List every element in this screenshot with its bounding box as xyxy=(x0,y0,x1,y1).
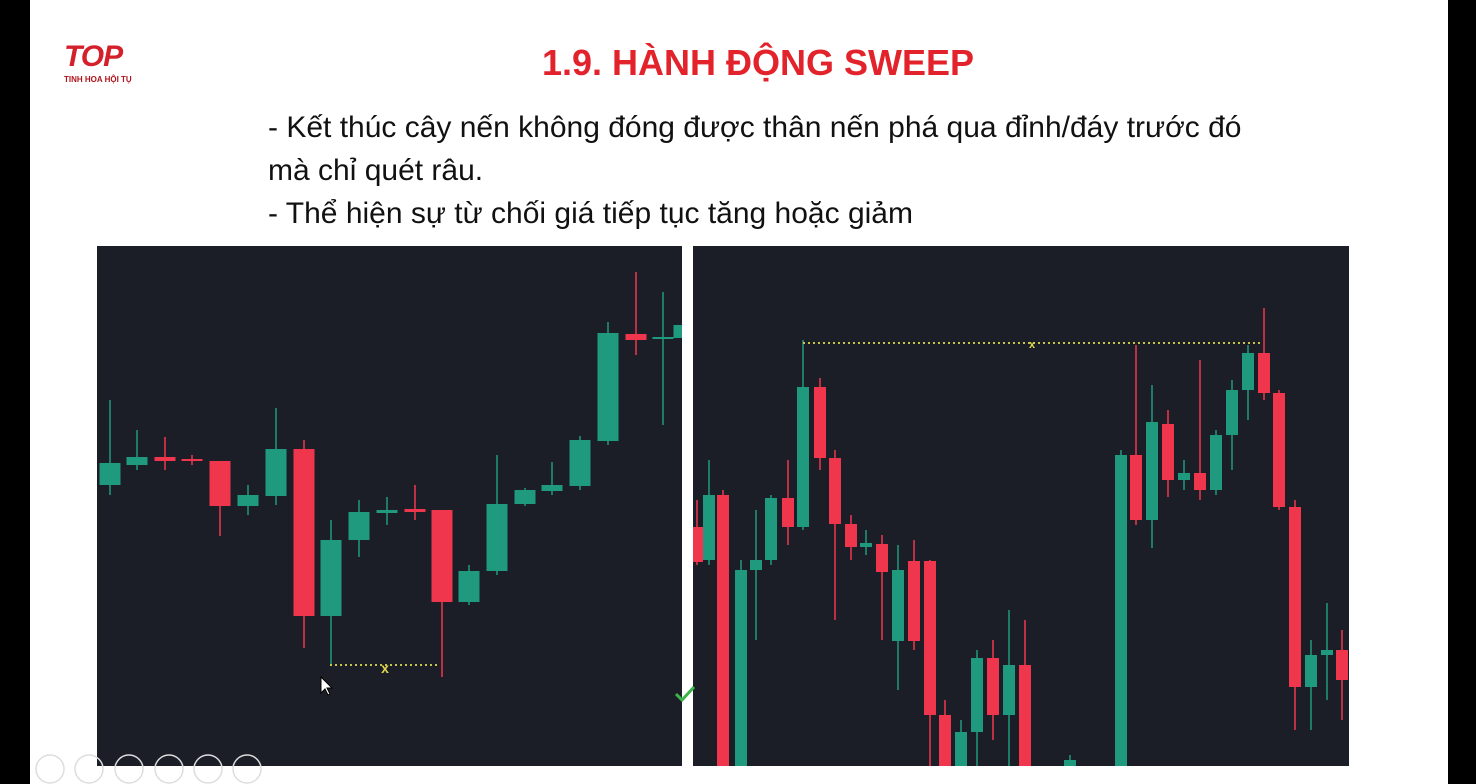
candles xyxy=(693,308,1348,766)
candle-body xyxy=(797,387,809,527)
slide-title: 1.9. HÀNH ĐỘNG SWEEP xyxy=(541,42,975,83)
candle-body xyxy=(845,524,857,547)
candle-body xyxy=(1194,473,1206,490)
candle-body xyxy=(1162,424,1174,480)
candle-body xyxy=(458,571,480,602)
candle-body xyxy=(625,334,647,340)
candle-body xyxy=(1210,435,1222,490)
candle-body xyxy=(1130,455,1142,520)
candle-body xyxy=(955,732,967,766)
candle-body xyxy=(1336,650,1348,680)
candle-body xyxy=(860,543,872,547)
candle-body xyxy=(154,457,176,461)
candle-body xyxy=(924,561,936,715)
candle-body xyxy=(486,504,508,571)
candle-body xyxy=(1305,655,1317,687)
candle-body xyxy=(892,570,904,641)
candle-body xyxy=(693,527,703,562)
sweep-marker: x xyxy=(1029,339,1036,351)
candle-body xyxy=(782,498,794,527)
slides-button[interactable] xyxy=(154,754,184,784)
chart-panel xyxy=(97,246,682,766)
candle-body xyxy=(348,512,370,540)
candle-body xyxy=(1258,353,1270,393)
bullet: - Thể hiện sự từ chối giá tiếp tục tăng … xyxy=(268,197,913,230)
bullet-list: - Kết thúc cây nến không đóng được thân … xyxy=(268,106,1288,235)
candle-body xyxy=(703,495,715,560)
candle-body xyxy=(181,459,203,461)
zoom-button[interactable] xyxy=(193,754,223,784)
candle-body xyxy=(765,498,777,560)
candle-body xyxy=(1003,665,1015,715)
candle-body xyxy=(652,337,674,339)
candle-body xyxy=(1115,455,1127,766)
candle-body xyxy=(829,458,841,524)
candle-body xyxy=(717,495,729,766)
candle-body xyxy=(99,463,121,485)
candle-body xyxy=(750,560,762,570)
more-button[interactable] xyxy=(232,754,262,784)
candle-body xyxy=(1289,507,1301,687)
candle-body xyxy=(1242,353,1254,390)
sweep-marker: x xyxy=(381,660,389,676)
prev-button[interactable] xyxy=(35,754,65,784)
candle-body xyxy=(987,658,999,715)
candles xyxy=(99,272,682,677)
candle-body xyxy=(673,325,682,338)
check-icon xyxy=(674,685,696,703)
cursor xyxy=(320,675,334,696)
candle-body xyxy=(1019,665,1031,766)
candle-body xyxy=(814,387,826,458)
candle-body xyxy=(376,510,398,513)
candle-body xyxy=(1064,760,1076,766)
candle-body xyxy=(971,658,983,732)
logo-tagline: TINH HOA HỘI TỤ xyxy=(64,75,132,84)
candle-body xyxy=(1146,422,1158,520)
candle-body xyxy=(908,561,920,641)
candle-body xyxy=(1273,393,1285,507)
candle-body xyxy=(514,490,536,504)
candle-body xyxy=(265,449,287,496)
candle-body xyxy=(320,540,342,616)
next-button[interactable] xyxy=(74,754,104,784)
logo: TOP xyxy=(64,40,123,73)
candle-body xyxy=(404,509,426,512)
candle-body xyxy=(293,449,315,616)
candle-body xyxy=(1178,473,1190,480)
candle-body xyxy=(569,440,591,486)
candle-body xyxy=(597,333,619,441)
candle-body xyxy=(541,485,563,491)
slideshow-controls[interactable] xyxy=(35,754,262,784)
candle-body xyxy=(209,461,231,506)
bullet: - Kết thúc cây nến không đóng được thân … xyxy=(268,111,1242,187)
candle-body xyxy=(735,570,747,766)
pen-button[interactable] xyxy=(114,754,144,784)
candle-body xyxy=(431,510,453,602)
candle-body xyxy=(939,715,951,766)
candle-body xyxy=(1226,390,1238,435)
candle-body xyxy=(1321,650,1333,655)
candle-body xyxy=(126,457,148,465)
candle-body xyxy=(876,544,888,572)
candle-body xyxy=(237,495,259,506)
